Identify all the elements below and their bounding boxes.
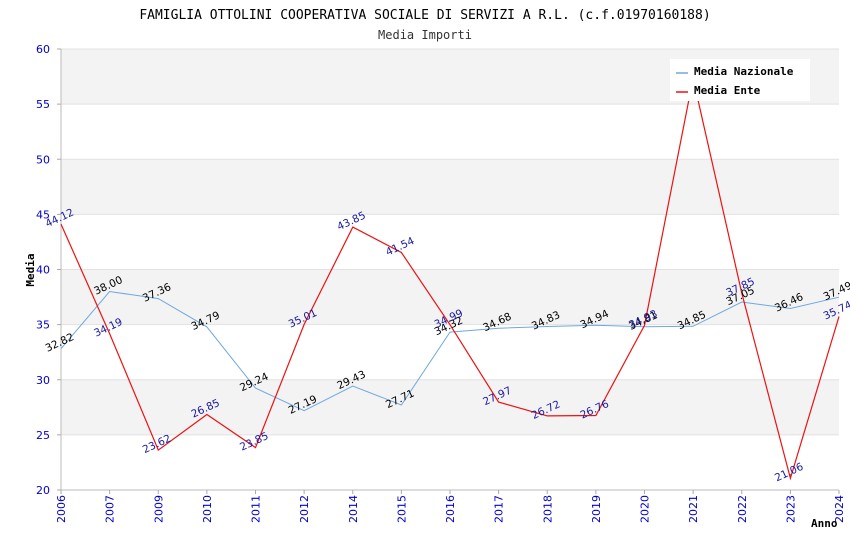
legend-label-media-nazionale: Media Nazionale [694,65,794,78]
series-line-media-ente [60,78,840,481]
x-tick-label: 2023 [784,495,797,523]
grid-band [61,324,839,380]
grid-band [61,104,839,160]
series-lines [60,78,840,481]
x-tick-label: 2012 [298,495,311,523]
y-tick-label: 25 [36,429,50,442]
y-tick-label: 35 [36,319,50,332]
y-tick-label: 45 [36,208,50,221]
legend-box [670,59,810,101]
x-tick-label: 2010 [201,495,214,523]
grid-band [61,214,839,270]
x-tick-label: 2015 [395,495,408,523]
x-tick-label: 2020 [639,495,652,523]
x-tick-label: 2022 [736,495,749,523]
y-tick-label: 20 [36,484,50,497]
y-tick-label: 40 [36,264,50,277]
grid-band [61,159,839,215]
chart-title: FAMIGLIA OTTOLINI COOPERATIVA SOCIALE DI… [139,8,710,23]
y-tick-label: 30 [36,374,50,387]
x-tick-label: 2017 [493,495,506,523]
y-tick-label: 60 [36,43,50,56]
y-axis-label: Media [24,253,37,286]
x-axis-ticks: 2006 2007 2009 2010 2011 2012 2014 2015 2016 2017… [55,490,846,523]
x-tick-label: 2016 [444,495,457,523]
series-line-media-nazionale [60,290,840,412]
x-tick-label: 2019 [590,495,603,523]
legend-label-media-ente: Media Ente [694,84,761,97]
plot-background [61,49,839,490]
y-tick-label: 50 [36,153,50,166]
legend: Media Nazionale Media Ente [670,59,810,101]
grid-band [61,379,839,435]
x-tick-label: 2009 [152,495,165,523]
x-axis-label: Anno [811,517,838,530]
x-tick-label: 2021 [687,495,700,523]
y-axis-ticks: 20 25 30 35 40 45 50 55 60 [36,43,61,497]
x-tick-label: 2011 [250,495,263,523]
x-tick-label: 2006 [55,495,68,523]
x-tick-label: 2014 [347,495,360,523]
grid-band [61,434,839,490]
x-tick-label: 2024 [833,495,846,523]
x-tick-label: 2018 [541,495,554,523]
x-tick-label: 2007 [104,495,117,523]
y-tick-label: 55 [36,98,50,111]
grid-band [61,269,839,325]
chart-subtitle: Media Importi [378,28,472,42]
